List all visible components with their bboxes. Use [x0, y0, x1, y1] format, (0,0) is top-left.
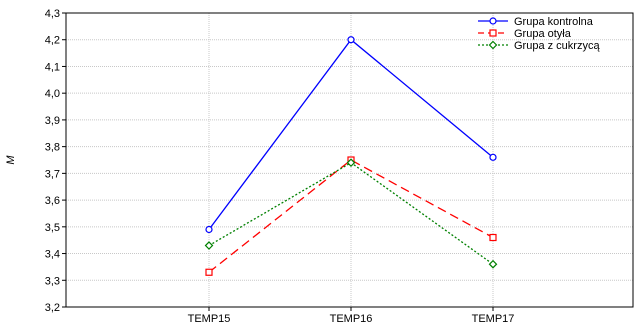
y-tick-label: 4,3 [45, 8, 60, 20]
series-line [208, 159, 494, 273]
data-point [346, 158, 356, 168]
legend-label: Grupa z cukrzycą [514, 40, 600, 52]
y-tick-label: 3,9 [45, 115, 60, 127]
y-tick-label: 3,8 [45, 142, 60, 154]
y-tick-label: 3,7 [45, 168, 60, 180]
y-axis: 3,2 3,3 3,4 3,5 3,6 3,7 3,8 3,9 4,0 4,1 4,2 4,3 [45, 8, 66, 314]
y-tick-label: 3,4 [45, 249, 60, 261]
x-tick-label: TEMP16 [330, 313, 373, 322]
data-point [347, 36, 355, 44]
y-tick-label: 4,1 [45, 61, 60, 73]
x-tick-label: TEMP15 [188, 313, 231, 322]
legend-marker [489, 29, 497, 37]
legend-marker [488, 40, 498, 50]
y-tick-label: 3,6 [45, 195, 60, 207]
legend-item: Grupa kontrolna [478, 16, 594, 28]
data-point [489, 233, 497, 242]
y-tick-label: 3,5 [45, 222, 60, 234]
y-tick-label: 3,2 [45, 302, 60, 314]
y-tick-label: 4,2 [45, 35, 60, 47]
data-point [204, 241, 214, 250]
legend-item: Grupa otyła [478, 28, 572, 40]
x-tick-label: TEMP17 [472, 313, 515, 322]
series-group [204, 36, 498, 276]
y-axis-title: M [5, 155, 17, 165]
data-point [205, 225, 213, 234]
series-1 [205, 36, 497, 234]
legend-marker [489, 17, 497, 25]
plot-frame [65, 12, 634, 308]
data-point [488, 259, 498, 269]
data-point [205, 268, 213, 276]
legend-label: Grupa kontrolna [514, 16, 594, 28]
y-tick-label: 4,0 [45, 88, 60, 100]
legend-item: Grupa z cukrzycą [478, 40, 600, 52]
series-3 [204, 158, 498, 269]
y-tick-label: 3,3 [45, 275, 60, 287]
data-point [489, 153, 497, 161]
legend-label: Grupa otyła [514, 28, 572, 40]
x-axis: TEMP15 TEMP16 TEMP17 [188, 307, 515, 322]
